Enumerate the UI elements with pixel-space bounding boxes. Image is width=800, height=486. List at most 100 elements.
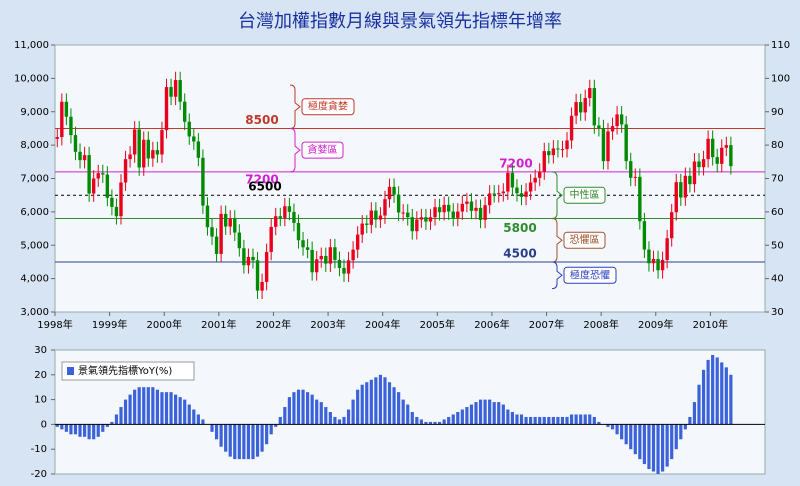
candle-body xyxy=(223,213,228,227)
annotation-brace xyxy=(551,261,563,290)
annotation-brace xyxy=(551,171,563,220)
candle-body xyxy=(446,204,451,212)
candle-body xyxy=(565,140,569,150)
candle-body xyxy=(205,205,210,228)
candle-body xyxy=(160,130,164,155)
annotation-text: 貪婪區 xyxy=(308,143,338,156)
bar xyxy=(128,394,132,425)
bar xyxy=(556,416,560,425)
bar xyxy=(497,402,501,425)
bar xyxy=(688,416,692,425)
candle-body xyxy=(337,259,342,268)
candle-body xyxy=(465,201,469,204)
y-tick-label: 10 xyxy=(34,395,47,406)
candle-body xyxy=(478,207,483,220)
bar xyxy=(214,424,219,440)
candle-body xyxy=(324,255,328,264)
candle-body xyxy=(292,211,296,223)
y-tick-label: 20 xyxy=(34,370,47,381)
candle-body xyxy=(683,175,688,198)
bar xyxy=(142,387,146,425)
bar xyxy=(701,369,706,425)
candle-body xyxy=(642,221,647,250)
candle-body xyxy=(501,191,506,194)
candle-body xyxy=(679,182,683,198)
bar xyxy=(337,419,342,425)
bar xyxy=(96,424,100,437)
candle-body xyxy=(497,193,501,195)
candle-body xyxy=(720,147,724,164)
candle-body xyxy=(588,88,592,99)
candle-body xyxy=(519,193,524,197)
candle-body xyxy=(710,138,715,158)
candle-body xyxy=(638,176,642,222)
candle-body xyxy=(715,157,719,164)
candle-body xyxy=(201,157,205,206)
bar xyxy=(146,387,150,425)
y-tick-label: 4,000 xyxy=(20,274,49,285)
candle-body xyxy=(91,178,96,194)
top-plot-area xyxy=(54,44,766,313)
y-tick-label: 9,000 xyxy=(20,107,49,118)
y2-tick-label: 50 xyxy=(771,240,784,251)
bar xyxy=(92,424,96,440)
bar xyxy=(437,421,442,425)
bar xyxy=(524,416,528,425)
x-tick-label: 2002年 xyxy=(256,318,291,331)
y-tick-label: 3,000 xyxy=(20,307,49,318)
y2-tick-label: 60 xyxy=(771,207,784,218)
candle-body xyxy=(415,219,419,232)
reference-label: 7200 xyxy=(499,156,532,170)
bar xyxy=(574,414,578,425)
candle-body xyxy=(242,248,246,266)
bar xyxy=(515,414,519,425)
candle-body xyxy=(506,172,510,192)
annotation-text: 極度恐懼 xyxy=(570,268,610,281)
bar xyxy=(160,392,164,425)
bar xyxy=(187,404,191,425)
bar xyxy=(665,424,669,467)
y-tick-label: 5,000 xyxy=(20,240,49,251)
bar xyxy=(501,404,505,425)
bar xyxy=(69,424,73,435)
candle-body xyxy=(647,249,651,264)
candle-body xyxy=(451,211,455,218)
y2-tick-label: 70 xyxy=(771,174,784,185)
candle-body xyxy=(483,205,487,220)
bar xyxy=(633,424,637,455)
bar xyxy=(419,419,423,425)
bar xyxy=(237,424,241,460)
bar xyxy=(60,424,64,430)
bar xyxy=(101,424,105,432)
candle-body xyxy=(629,161,633,178)
bar xyxy=(492,402,496,425)
x-tick-label: 2005年 xyxy=(420,318,455,331)
candle-body xyxy=(333,247,337,260)
x-tick-label: 2006年 xyxy=(474,318,509,331)
candle-body xyxy=(528,182,533,192)
bar xyxy=(428,421,433,425)
candle-body xyxy=(146,139,151,159)
candle-body xyxy=(592,88,597,126)
candle-body xyxy=(128,154,132,160)
bar xyxy=(478,399,483,425)
bar xyxy=(597,421,601,425)
bar xyxy=(647,424,651,470)
y-tick-label: -10 xyxy=(31,444,47,455)
candle-body xyxy=(251,256,255,261)
bar xyxy=(365,382,369,425)
y-tick-label: 6,000 xyxy=(20,207,49,218)
bar xyxy=(529,416,533,425)
candle-body xyxy=(255,260,260,291)
bar xyxy=(319,402,323,425)
bar xyxy=(610,424,615,430)
candle-body xyxy=(578,102,583,113)
candle-body xyxy=(183,101,187,122)
annotation-box xyxy=(563,231,606,249)
candle-body xyxy=(674,182,678,213)
bar xyxy=(196,414,200,425)
bar xyxy=(706,359,710,425)
candle-body xyxy=(660,259,665,271)
bar xyxy=(224,424,228,452)
x-tick-label: 2003年 xyxy=(310,318,345,331)
